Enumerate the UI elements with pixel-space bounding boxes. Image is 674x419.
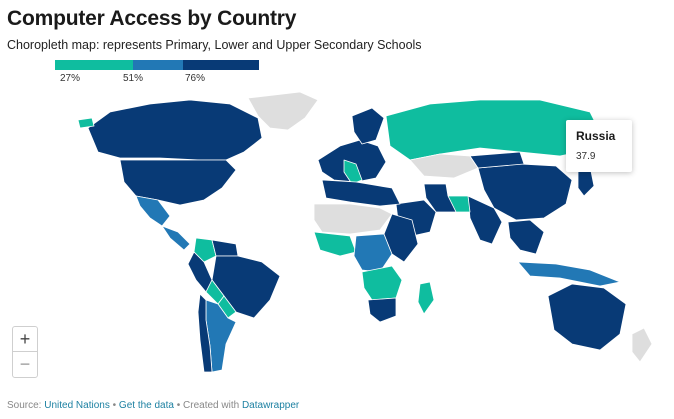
region-southern-africa[interactable]: [361, 265, 403, 301]
zoom-in-button[interactable]: +: [13, 327, 37, 352]
region-greenland[interactable]: [247, 91, 319, 131]
region-australia[interactable]: [547, 283, 627, 351]
source-prefix: Source:: [7, 400, 42, 411]
region-madagascar[interactable]: [417, 281, 435, 315]
region-new-zealand[interactable]: [631, 327, 653, 363]
legend-swatch-low: [55, 60, 133, 70]
map-subtitle: Choropleth map: represents Primary, Lowe…: [7, 38, 422, 52]
region-iceland[interactable]: [77, 117, 95, 129]
region-mongolia[interactable]: [469, 151, 525, 169]
region-south-africa[interactable]: [367, 297, 397, 323]
legend-label-51: 51%: [123, 73, 144, 84]
footer: Source: United Nations • Get the data • …: [7, 400, 299, 411]
region-western-europe[interactable]: [317, 139, 387, 183]
region-usa[interactable]: [119, 159, 237, 206]
region-india[interactable]: [467, 195, 503, 245]
map-title: Computer Access by Country: [7, 7, 297, 30]
region-canada[interactable]: [87, 99, 263, 161]
get-data-link[interactable]: Get the data: [118, 400, 174, 411]
region-indonesia[interactable]: [517, 261, 621, 287]
color-legend: 27% 51% 76%: [55, 60, 259, 85]
region-china[interactable]: [477, 163, 573, 221]
source-link[interactable]: United Nations: [44, 400, 110, 411]
region-scandinavia[interactable]: [351, 107, 385, 145]
region-colombia[interactable]: [193, 237, 217, 263]
footer-separator: •: [112, 400, 117, 411]
zoom-control: + −: [12, 326, 38, 378]
region-southeast-asia[interactable]: [507, 219, 545, 255]
country-tooltip: Russia 37.9: [566, 120, 632, 172]
region-kazakhstan[interactable]: [409, 153, 479, 179]
region-west-africa[interactable]: [313, 231, 357, 257]
region-central-america[interactable]: [161, 225, 191, 251]
legend-label-76: 76%: [185, 73, 206, 84]
region-north-africa[interactable]: [321, 179, 401, 207]
zoom-out-button[interactable]: −: [19, 354, 31, 374]
datawrapper-link[interactable]: Datawrapper: [241, 400, 300, 411]
world-map[interactable]: [0, 84, 674, 384]
legend-swatch-high: [183, 60, 259, 70]
legend-label-27: 27%: [60, 73, 81, 84]
region-sahara[interactable]: [313, 203, 393, 235]
region-chile[interactable]: [197, 293, 213, 373]
tooltip-value: 37.9: [576, 151, 596, 162]
legend-swatch-mid: [133, 60, 183, 70]
tooltip-country-name: Russia: [576, 129, 616, 143]
region-venezuela[interactable]: [211, 239, 239, 257]
region-east-africa[interactable]: [383, 213, 419, 263]
region-iran[interactable]: [423, 183, 457, 213]
created-with-text: • Created with: [176, 400, 240, 411]
